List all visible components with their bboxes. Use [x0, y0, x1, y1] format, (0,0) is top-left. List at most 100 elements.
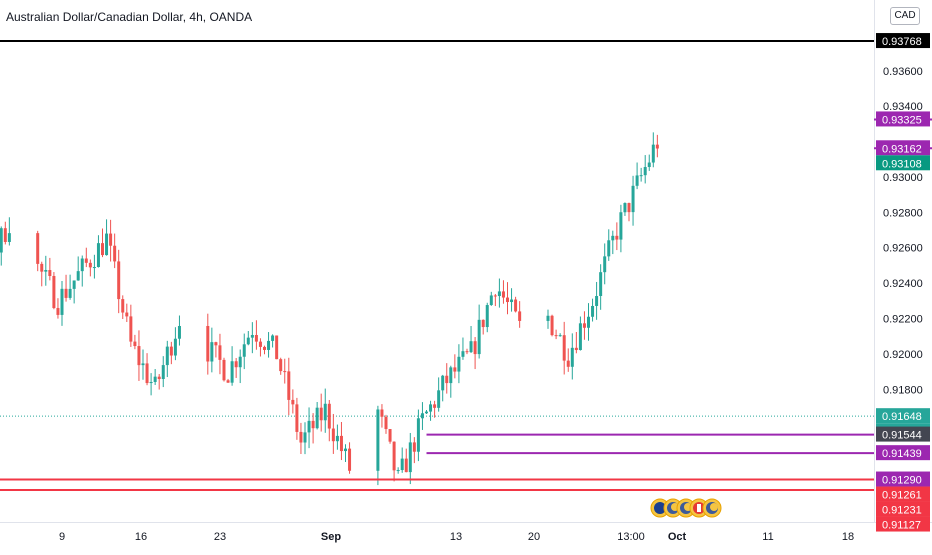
candle-body: [177, 325, 181, 339]
moon-crescent: [710, 503, 718, 511]
candle-body: [80, 258, 84, 272]
candle-body: [173, 338, 177, 356]
candle-body: [627, 203, 631, 213]
price-label-text: 0.91290: [882, 475, 922, 487]
candle-body: [295, 404, 299, 432]
event-core: [654, 502, 666, 514]
candle-body: [141, 363, 145, 366]
candle-body: [574, 347, 578, 351]
price-axis[interactable]: 0.93600 0.93400 0.93000 0.92800 0.92600 0.924…: [876, 33, 930, 532]
candle-body: [64, 288, 68, 298]
candle-body: [441, 375, 445, 391]
candle-body: [125, 312, 129, 317]
price-label-3[interactable]: 0.93108: [876, 155, 930, 171]
au-flag-icon[interactable]: [650, 498, 670, 518]
price-label-7[interactable]: 0.91290: [876, 471, 930, 487]
candle-body: [514, 299, 518, 312]
candle-body: [416, 418, 420, 452]
currency-badge[interactable]: CAD: [890, 7, 920, 25]
candle-body: [639, 175, 643, 177]
candle-body: [631, 185, 635, 213]
candle-body: [396, 470, 400, 472]
chart-title: Australian Dollar/Canadian Dollar, 4h, O…: [6, 10, 253, 24]
horizontal-lines: [0, 40, 932, 491]
candle-body: [72, 280, 76, 289]
time-tick-8: 11: [762, 531, 773, 543]
candle-body: [68, 288, 72, 298]
candle-body: [76, 271, 80, 281]
price-label-0[interactable]: 0.93768: [876, 33, 930, 49]
candle-body: [311, 420, 315, 429]
candle-body: [615, 235, 619, 240]
price-label-5[interactable]: 0.91544: [876, 426, 930, 442]
candles: [0, 132, 659, 486]
candle-body: [595, 296, 599, 306]
candle-body: [7, 233, 11, 242]
candle-body: [384, 416, 388, 430]
candle-body: [339, 435, 343, 452]
time-tick-2: 23: [214, 531, 226, 543]
candle-body: [518, 311, 522, 321]
event-icons[interactable]: [650, 498, 722, 518]
time-tick-5: 20: [528, 531, 540, 543]
candle-body: [566, 360, 570, 367]
price-label-9[interactable]: 0.91231: [876, 501, 930, 517]
price-label-2[interactable]: 0.93162: [876, 140, 930, 156]
moon-icon[interactable]: [702, 498, 722, 518]
candle-body: [510, 299, 514, 303]
candle-body: [133, 341, 137, 347]
candle-body: [101, 243, 104, 256]
candle-body: [599, 272, 603, 297]
price-label-bg: [876, 516, 930, 532]
candle-body: [226, 380, 230, 383]
candle-body: [109, 233, 113, 246]
time-axis[interactable]: 9 16 23 Sep 13 20 13:00 Oct 11 18: [59, 531, 854, 543]
candle-body: [348, 448, 352, 471]
price-label-text: 0.93108: [882, 158, 922, 170]
candle-body: [230, 361, 234, 383]
candle-body: [165, 346, 169, 366]
price-label-1[interactable]: 0.93325: [876, 111, 930, 127]
candle-body: [113, 245, 117, 262]
candle-body: [550, 315, 554, 336]
candle-body: [254, 334, 258, 342]
time-tick-3: Sep: [321, 531, 341, 543]
candle-body: [477, 319, 481, 355]
candle-body: [485, 305, 489, 328]
candle-body: [319, 407, 323, 421]
candle-body: [493, 295, 497, 297]
candle-body: [238, 356, 242, 368]
candle-body: [36, 233, 40, 264]
candle-body: [473, 341, 477, 355]
moon-icon[interactable]: [676, 498, 696, 518]
candle-body: [380, 409, 384, 417]
price-label-8[interactable]: 0.91261: [876, 486, 930, 502]
price-label-bg: [876, 111, 930, 127]
candle-body: [60, 288, 64, 315]
time-tick-4: 13: [450, 531, 462, 543]
candle-body: [40, 263, 44, 272]
candle-body: [425, 411, 428, 414]
price-label-10[interactable]: 0.91127: [876, 516, 930, 532]
candle-body: [461, 351, 465, 357]
candle-body: [214, 342, 218, 346]
candle-body: [506, 297, 509, 303]
candle-body: [587, 316, 590, 328]
candle-body: [258, 341, 262, 347]
candle-body: [481, 319, 485, 328]
candle-body: [335, 435, 339, 442]
candle-body: [129, 316, 133, 342]
candle-body: [299, 431, 303, 443]
price-label-6[interactable]: 0.91439: [876, 445, 930, 461]
price-tick-1: 0.93400: [883, 101, 923, 113]
candle-body: [558, 335, 562, 337]
candle-body: [489, 295, 493, 306]
ca-flag-band: [697, 504, 701, 512]
candle-body: [344, 448, 347, 452]
candle-body: [149, 381, 153, 384]
candle-body: [465, 351, 469, 353]
candle-body: [623, 203, 627, 213]
candle-body: [412, 442, 416, 452]
